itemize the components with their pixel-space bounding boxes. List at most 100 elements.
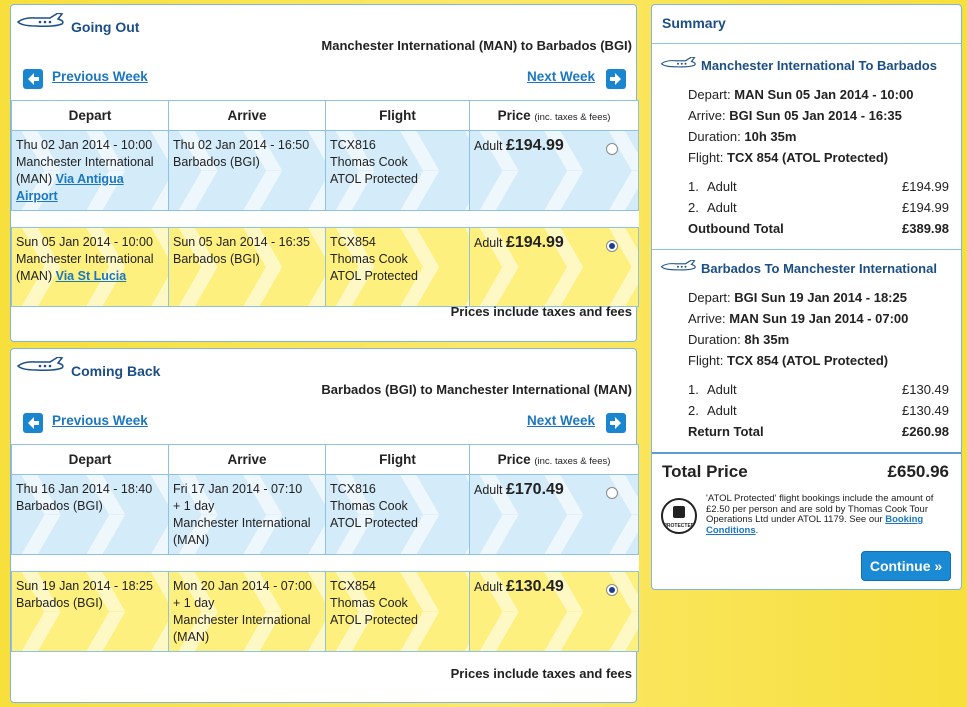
depart-cell: Sun 05 Jan 2014 - 10:00 Manchester Intern… xyxy=(11,227,169,307)
carrier: Thomas Cook xyxy=(330,499,408,513)
flight-row: Sun 19 Jan 2014 - 18:25 Barbados (BGI) Mon… xyxy=(11,571,639,652)
depart-time: Sun 19 Jan 2014 - 18:25 xyxy=(16,579,153,593)
flight-table: Depart Arrive Flight Price (inc. taxes & fe… xyxy=(11,100,639,307)
price: £194.99 xyxy=(505,137,564,154)
next-week[interactable]: Next Week xyxy=(526,69,595,84)
footer-note: Prices include taxes and fees xyxy=(450,666,632,681)
arrow xyxy=(610,73,621,85)
booking-conditions-link[interactable]: Booking Conditions xyxy=(706,514,924,536)
flight-row: Thu 16 Jan 2014 - 18:40 Barbados (BGI) Fri… xyxy=(11,474,639,555)
header-text: Arrive xyxy=(227,452,267,467)
passenger: Adult xyxy=(474,236,503,250)
arrive-place: Manchester International (MAN) xyxy=(173,516,311,547)
depart-time: Thu 02 Jan 2014 - 10:00 xyxy=(16,138,153,152)
depart-place: Manchester International (MAN) xyxy=(16,252,154,283)
radio-button[interactable] xyxy=(606,584,618,596)
previous-week[interactable]: Previous Week xyxy=(52,413,148,428)
arrive-place: Barbados (BGI) xyxy=(173,252,260,266)
badge-mark xyxy=(673,506,685,518)
radio-button[interactable] xyxy=(606,143,618,155)
next-week[interactable]: Next Week xyxy=(526,413,595,428)
column-header: Arrive xyxy=(168,100,326,131)
leg-total-label: Return Total xyxy=(688,424,764,439)
passenger-price: £194.99 xyxy=(902,179,949,194)
depart-place: Manchester International (MAN) xyxy=(16,155,154,186)
passenger-number: 1. xyxy=(688,382,699,397)
previous-week[interactable]: Previous Week xyxy=(52,69,148,84)
flight-row: Sun 05 Jan 2014 - 10:00 Manchester Intern… xyxy=(11,227,639,307)
column-header: Depart xyxy=(11,100,169,131)
header-text: Price xyxy=(497,108,531,123)
price-cell: Adult £170.49 xyxy=(469,474,639,555)
detail-value: 10h 35m xyxy=(744,129,797,144)
arrive-cell: Thu 02 Jan 2014 - 16:50 Barbados (BGI) xyxy=(168,130,326,211)
carrier: Thomas Cook xyxy=(330,596,408,610)
atol-body: 'ATOL Protected' flight bookings include… xyxy=(706,493,934,525)
radio-button[interactable] xyxy=(606,240,618,252)
header-text: Flight xyxy=(379,452,416,467)
carrier: Thomas Cook xyxy=(330,155,408,169)
leg-total: £260.98 xyxy=(902,424,949,439)
atol: ATOL Protected xyxy=(330,172,419,186)
flight-table: Depart Arrive Flight Price (inc. taxes & fe… xyxy=(11,444,639,652)
atol-badge: PROTECTED xyxy=(661,498,697,534)
arrive-cell: Mon 20 Jan 2014 - 07:00 + 1 day Manchester… xyxy=(168,571,326,652)
depart-time: Sun 05 Jan 2014 - 10:00 xyxy=(16,235,153,249)
depart-place-wrap: Manchester International (MAN) Via Antig… xyxy=(16,154,164,205)
depart-place-wrap: Manchester International (MAN) Via St Lu… xyxy=(16,251,164,285)
via-link[interactable]: Via St Lucia xyxy=(55,269,127,283)
plane-icon xyxy=(16,12,66,34)
header-row: Depart Arrive Flight Price (inc. taxes & fe… xyxy=(11,444,639,475)
leg-detail: Depart: BGI Sun 19 Jan 2014 - 18:25 xyxy=(688,290,907,305)
leg-detail: Duration: 10h 35m xyxy=(688,129,796,144)
leg-detail: Arrive: MAN Sun 19 Jan 2014 - 07:00 xyxy=(688,311,908,326)
carrier: Thomas Cook xyxy=(330,252,408,266)
spacer xyxy=(11,210,639,228)
header-text: Depart xyxy=(68,108,112,123)
detail-label: Flight: xyxy=(688,353,724,368)
summary-panel: Summary Manchester International To Barba… xyxy=(651,4,962,590)
arrow xyxy=(28,73,39,85)
passenger-type: Adult xyxy=(707,382,737,397)
arrow-button[interactable] xyxy=(606,413,626,433)
detail-label: Depart: xyxy=(688,87,731,102)
arrow-button[interactable] xyxy=(23,413,43,433)
arrive-time: Mon 20 Jan 2014 - 07:00 xyxy=(173,579,312,593)
header-text: Arrive xyxy=(227,108,267,123)
plane-icon xyxy=(660,56,698,73)
price: £194.99 xyxy=(505,234,564,251)
detail-value: 8h 35m xyxy=(744,332,790,347)
column-header: Flight xyxy=(325,100,470,131)
plane-svg xyxy=(660,259,696,271)
detail-label: Arrive: xyxy=(688,108,726,123)
header-text: Depart xyxy=(68,452,112,467)
arrow-button[interactable] xyxy=(23,69,43,89)
flight-cell: TCX854 Thomas Cook ATOL Protected xyxy=(325,227,470,307)
price-cell: Adult £130.49 xyxy=(469,571,639,652)
separator xyxy=(652,452,961,454)
depart-place-wrap: Barbados (BGI) xyxy=(16,595,164,612)
total-label: Total Price xyxy=(662,462,748,481)
passenger: Adult xyxy=(474,483,503,497)
continue-button[interactable]: Continue » xyxy=(861,551,951,581)
spacer-row xyxy=(11,210,639,228)
column-header: Price (inc. taxes & fees) xyxy=(469,444,639,475)
price-cell: Adult £194.99 xyxy=(469,130,639,211)
detail-label: Arrive: xyxy=(688,311,726,326)
radio-button[interactable] xyxy=(606,487,618,499)
arrow xyxy=(28,417,39,429)
detail-value: BGI Sun 05 Jan 2014 - 16:35 xyxy=(729,108,902,123)
column-header: Arrive xyxy=(168,444,326,475)
detail-value: TCX 854 (ATOL Protected) xyxy=(727,353,889,368)
via-link[interactable]: Via Antigua Airport xyxy=(16,172,124,203)
arrive-cell: Sun 05 Jan 2014 - 16:35 Barbados (BGI) xyxy=(168,227,326,307)
spacer xyxy=(11,554,639,572)
arrive-time: Fri 17 Jan 2014 - 07:10 xyxy=(173,482,303,496)
route: Manchester International (MAN) to Barbad… xyxy=(321,38,632,53)
spacer-row xyxy=(11,554,639,572)
panel-title: Coming Back xyxy=(71,363,161,379)
leg-total: £389.98 xyxy=(902,221,949,236)
arrow-button[interactable] xyxy=(606,69,626,89)
passenger-price: £130.49 xyxy=(902,382,949,397)
passenger-number: 2. xyxy=(688,403,699,418)
